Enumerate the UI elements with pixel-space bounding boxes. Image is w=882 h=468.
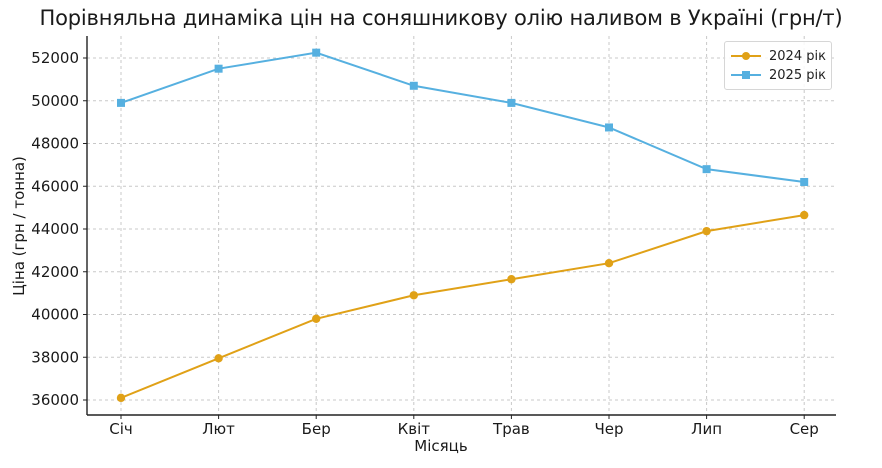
square-marker-icon [731, 66, 761, 84]
x-tick-label: Чер [594, 420, 623, 438]
x-axis-label: Місяць [414, 437, 468, 455]
y-tick-label: 46000 [31, 177, 79, 195]
data-point [214, 354, 223, 363]
data-point [800, 210, 809, 220]
series-line [120, 51, 805, 183]
data-point [507, 98, 516, 107]
x-tick-label: Квіт [398, 420, 431, 438]
y-tick-label: 48000 [31, 135, 79, 153]
x-tick-label: Січ [109, 420, 133, 438]
data-point [312, 48, 321, 57]
x-tick-label: Бер [302, 420, 331, 438]
legend: 2024 рік 2025 рік [724, 41, 832, 90]
data-point [409, 81, 418, 90]
x-tick-label: Сер [790, 420, 819, 438]
y-tick-label: 40000 [31, 306, 79, 324]
y-tick-label: 36000 [31, 391, 79, 409]
data-point [702, 226, 711, 236]
y-tick-label: 52000 [31, 49, 79, 67]
x-tick-label: Лют [202, 420, 235, 438]
data-point [409, 291, 418, 300]
legend-label: 2024 рік [769, 48, 826, 64]
y-tick-label: 42000 [31, 263, 79, 281]
legend-item-2025: 2025 рік [731, 66, 826, 84]
data-point [604, 259, 614, 268]
data-point [214, 64, 223, 73]
circle-marker-icon [731, 47, 761, 65]
legend-item-2024: 2024 рік [731, 47, 826, 65]
series-line [120, 214, 805, 399]
y-axis-label: Ціна (грн / тонна) [10, 156, 28, 296]
data-point [117, 98, 125, 107]
data-point [800, 177, 809, 186]
data-point [312, 314, 321, 323]
grid-lines [87, 36, 836, 415]
x-tick-label: Трав [492, 420, 530, 438]
series-2024 [116, 210, 809, 403]
series-2025 [117, 48, 809, 186]
y-tick-label: 44000 [31, 220, 79, 238]
axes: 36000 38000 40000 42000 44000 46000 48000 50000… [31, 36, 836, 438]
chart-title: Порівняльна динаміка цін на соняшникову … [39, 6, 843, 30]
y-tick-label: 38000 [31, 348, 79, 366]
data-point [116, 393, 126, 403]
data-series [116, 48, 809, 403]
legend-label: 2025 рік [769, 67, 826, 83]
x-tick-label: Лип [691, 420, 722, 438]
data-point [605, 123, 613, 132]
y-tick-label: 50000 [31, 92, 79, 110]
data-point [507, 275, 516, 284]
data-point [702, 165, 711, 174]
